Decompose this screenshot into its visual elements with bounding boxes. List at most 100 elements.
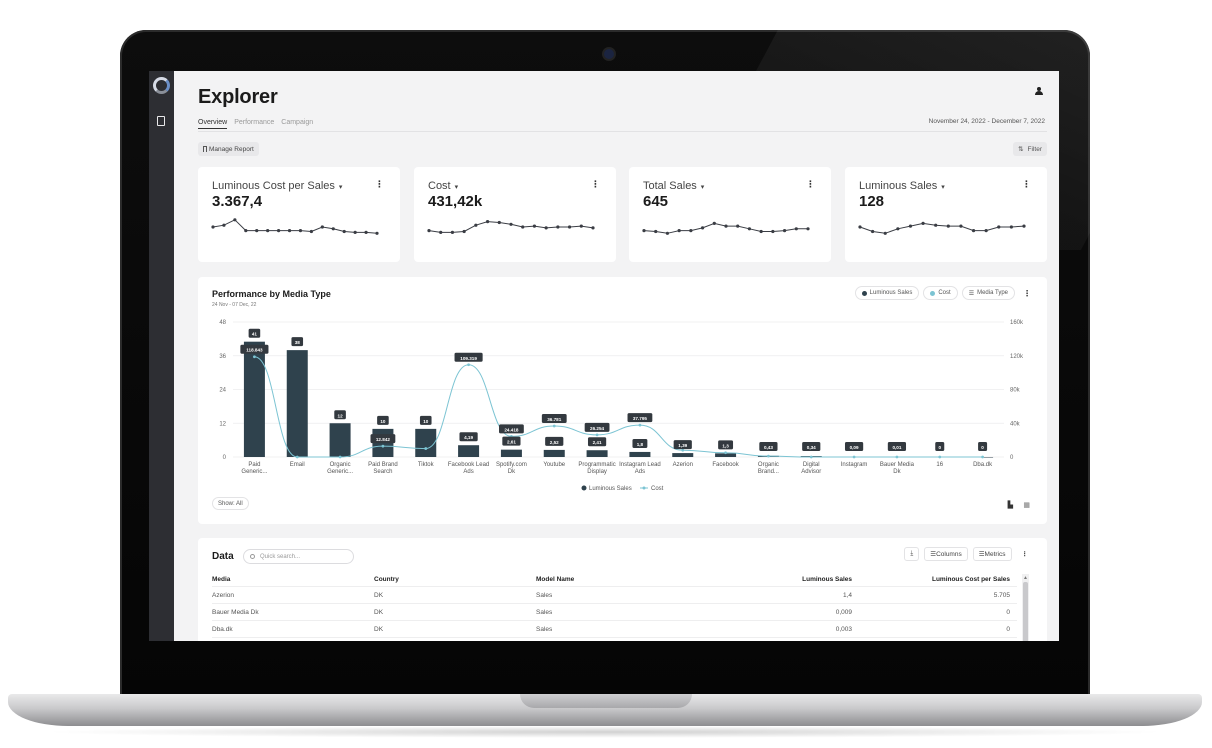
bar-data-label-bg bbox=[632, 438, 648, 448]
kebab-menu-icon[interactable]: ⋮ bbox=[1023, 288, 1031, 298]
user-icon[interactable] bbox=[1035, 87, 1043, 95]
sidebar bbox=[149, 71, 174, 641]
table-scrollbar[interactable]: ▲ bbox=[1022, 574, 1029, 641]
data-table-card: Data Quick search... ⤓ ☰ Columns ☰ Metrics… bbox=[198, 538, 1047, 641]
y-right-tick-label: 40k bbox=[1010, 421, 1021, 427]
cost-data-label-bg bbox=[584, 422, 610, 432]
table-row[interactable]: Dba.dk DK Sales 0,003 0 bbox=[212, 621, 1017, 638]
kpi-card-cost[interactable]: Cost ▾ 431,42k ⋮ bbox=[414, 167, 616, 262]
point-cost bbox=[295, 455, 299, 459]
column-header-cost-per-sales[interactable]: Luminous Cost per Sales bbox=[931, 576, 1010, 583]
kpi-label[interactable]: Luminous Cost per Sales ▾ bbox=[212, 180, 342, 192]
column-header-country[interactable]: Country bbox=[374, 576, 399, 583]
table-icon[interactable]: ▦ bbox=[1023, 502, 1030, 509]
sparkline-point bbox=[712, 221, 716, 225]
performance-chart: 0 0 12 40k 24 80k 36 120k 48 160k 41 38 12 10 10 4,19 2,… bbox=[219, 320, 1024, 492]
cell-country: DK bbox=[374, 625, 384, 633]
tab-overview[interactable]: Overview bbox=[198, 119, 228, 129]
y-right-tick-label: 160k bbox=[1010, 320, 1024, 326]
app-logo-icon[interactable] bbox=[153, 77, 170, 94]
sparkline-point bbox=[331, 227, 335, 231]
columns-button[interactable]: ☰ Columns bbox=[924, 547, 968, 561]
date-range[interactable]: November 24, 2022 - December 7, 2022 bbox=[928, 118, 1045, 125]
sparkline-point bbox=[896, 227, 900, 231]
bar-data-label: 4,19 bbox=[464, 435, 473, 440]
sparkline-point bbox=[794, 227, 798, 231]
sparkline-point bbox=[736, 224, 740, 228]
line-cost bbox=[254, 356, 983, 458]
series-dot-icon bbox=[861, 290, 867, 296]
x-tick-label: Bauer Media Dk bbox=[880, 462, 915, 475]
show-all-button[interactable]: Show: All bbox=[212, 497, 249, 510]
tab-performance[interactable]: Performance bbox=[234, 119, 275, 126]
bar-data-label: 41 bbox=[252, 332, 258, 337]
pill-cost[interactable]: Cost bbox=[923, 286, 958, 300]
chart-subtitle: 24 Nov - 07 Dec, 22 bbox=[212, 302, 257, 308]
pill-label: Media Type bbox=[977, 290, 1008, 296]
bar-data-label-bg bbox=[887, 442, 907, 451]
kpi-card-luminous-sales[interactable]: Luminous Sales ▾ 128 ⋮ bbox=[845, 167, 1047, 262]
manage-report-button[interactable]: Manage Report bbox=[198, 142, 259, 156]
clipboard-icon[interactable] bbox=[157, 116, 165, 126]
sparkline-line bbox=[859, 222, 1025, 234]
sparkline-point bbox=[997, 225, 1001, 229]
kebab-menu-icon[interactable]: ⋮ bbox=[1022, 179, 1031, 189]
chevron-up-icon[interactable]: ▲ bbox=[1023, 575, 1028, 581]
scroll-thumb[interactable] bbox=[1023, 582, 1028, 641]
x-tick-label: Digital Advisor bbox=[801, 462, 821, 475]
kpi-value: 431,42k bbox=[428, 193, 483, 210]
y-left-tick-label: 48 bbox=[219, 320, 226, 326]
kebab-menu-icon[interactable]: ⋮ bbox=[1021, 551, 1029, 558]
pill-media-type[interactable]: ☰ Media Type bbox=[961, 286, 1015, 300]
pill-luminous-sales[interactable]: Luminous Sales bbox=[854, 286, 920, 300]
tab-campaign[interactable]: Campaign bbox=[281, 119, 314, 126]
kebab-menu-icon[interactable]: ⋮ bbox=[375, 179, 384, 189]
cost-data-label-bg bbox=[499, 424, 524, 434]
column-header-model-name[interactable]: Model Name bbox=[536, 576, 575, 583]
bar-data-label-bg bbox=[802, 442, 821, 451]
metrics-button[interactable]: ☰ Metrics bbox=[972, 547, 1012, 561]
filter-button[interactable]: ⇅ Filter bbox=[1013, 142, 1047, 156]
tab-bar: Overview Performance Campaign bbox=[198, 119, 313, 129]
bar-data-label: 0 bbox=[938, 445, 941, 450]
sparkline-point bbox=[689, 229, 693, 233]
sparkline-point bbox=[320, 225, 324, 229]
x-tick-label: Facebook bbox=[712, 462, 739, 468]
bar-data-label-bg bbox=[291, 337, 304, 347]
download-icon[interactable]: ⤓ bbox=[904, 547, 920, 561]
table-row[interactable]: Bauer Media Dk DK Sales 0,009 0 bbox=[212, 604, 1017, 621]
x-tick-label: Youtube bbox=[543, 462, 565, 468]
sparkline-point bbox=[1022, 224, 1026, 228]
point-cost bbox=[253, 355, 256, 359]
kpi-card-total-sales[interactable]: Total Sales ▾ 645 ⋮ bbox=[629, 167, 831, 262]
kpi-label-text: Cost bbox=[428, 180, 451, 192]
point-cost bbox=[852, 455, 856, 459]
kpi-label[interactable]: Total Sales ▾ bbox=[643, 180, 704, 192]
cost-data-label: 24.418 bbox=[504, 427, 518, 432]
column-header-media[interactable]: Media bbox=[212, 576, 231, 583]
x-tick-label: Instagram bbox=[841, 462, 868, 468]
data-title: Data bbox=[212, 551, 234, 562]
kpi-sparkline bbox=[642, 221, 810, 235]
point-cost bbox=[338, 455, 342, 459]
laptop-notch bbox=[520, 694, 692, 708]
kebab-menu-icon[interactable]: ⋮ bbox=[806, 179, 815, 189]
bar-data-label: 0,09 bbox=[850, 445, 859, 450]
sparkline-point bbox=[509, 222, 513, 226]
search-input[interactable]: Quick search... bbox=[243, 549, 354, 564]
bar-chart-icon[interactable]: ▙ bbox=[1007, 502, 1013, 509]
kebab-menu-icon[interactable]: ⋮ bbox=[591, 179, 600, 189]
x-tick-label: Email bbox=[290, 462, 305, 468]
table-row[interactable]: Azerion DK Sales 1,4 5.705 bbox=[212, 587, 1017, 604]
y-right-tick-label: 0 bbox=[1010, 455, 1014, 461]
kpi-label[interactable]: Luminous Sales ▾ bbox=[859, 180, 945, 192]
sparkline-point bbox=[871, 229, 875, 234]
cost-data-label: 36.781 bbox=[547, 417, 561, 422]
kpi-label[interactable]: Cost ▾ bbox=[428, 180, 458, 192]
kpi-card-cost-per-sales[interactable]: Luminous Cost per Sales ▾ 3.367,4 ⋮ bbox=[198, 167, 400, 262]
app-screen: Explorer Overview Performance Campaign N… bbox=[149, 71, 1059, 641]
sparkline-point bbox=[222, 223, 226, 227]
column-header-luminous-sales[interactable]: Luminous Sales bbox=[802, 576, 852, 583]
chart-controls: Luminous Sales Cost ☰ Media Type ⋮ bbox=[854, 286, 1035, 300]
data-table: Media Country Model Name Luminous Sales … bbox=[212, 573, 1017, 638]
